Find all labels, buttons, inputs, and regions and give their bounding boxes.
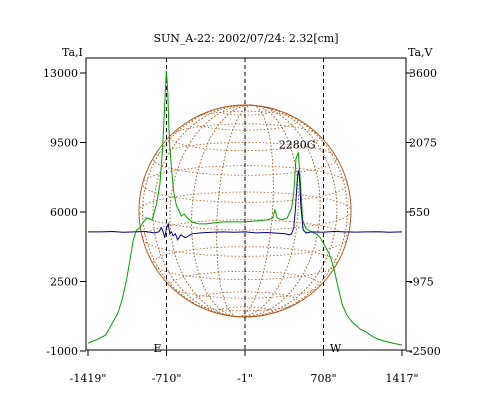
right-tick-label: 3600 [409, 67, 437, 80]
latitude-line [152, 246, 338, 280]
left-tick-label: 6000 [50, 206, 78, 219]
polarization-series-line [88, 170, 403, 241]
intensity-series-line [87, 70, 403, 346]
right-tick-label: 2075 [409, 137, 437, 150]
longitude-line [142, 104, 348, 318]
x-tick-label: -1" [237, 372, 253, 385]
x-tick-label: 708" [310, 372, 336, 385]
series-group [87, 70, 403, 346]
x-tick-label: -710" [152, 372, 182, 385]
chart-title: SUN_A-22: 2002/07/24: 2.32[cm] [153, 32, 338, 45]
left-axis-label: Ta,I [62, 46, 83, 59]
left-tick-label: 13000 [43, 67, 78, 80]
tick-group: -1419" -710" -1" 708" 1417" 13000 9500 6000 2500… [43, 67, 441, 385]
left-tick-label: -1000 [46, 345, 78, 358]
peak-annotation: 2280G [279, 138, 316, 151]
left-tick-label: 2500 [50, 276, 78, 289]
plot-frame [85, 57, 407, 351]
longitude-line [216, 104, 274, 318]
right-axis-label: Ta,V [408, 46, 434, 59]
west-limb-label: W [330, 342, 342, 355]
longitude-line [191, 104, 299, 318]
longitude-line [169, 104, 321, 318]
left-tick-label: 9500 [50, 137, 78, 150]
right-tick-label: 550 [409, 206, 430, 219]
x-tick-label: 1417" [385, 372, 418, 385]
latitude-line [138, 191, 352, 231]
latitude-line [191, 110, 299, 131]
x-tick-label: -1419" [70, 372, 107, 385]
right-tick-label: -2500 [409, 345, 441, 358]
east-limb-label: E [153, 342, 161, 355]
solar-disk [138, 104, 352, 318]
right-tick-label: -975 [409, 276, 434, 289]
